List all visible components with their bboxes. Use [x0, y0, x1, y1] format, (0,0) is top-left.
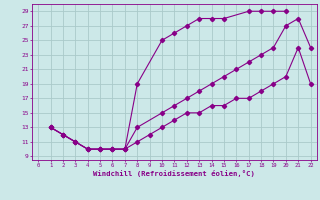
X-axis label: Windchill (Refroidissement éolien,°C): Windchill (Refroidissement éolien,°C)	[93, 170, 255, 177]
